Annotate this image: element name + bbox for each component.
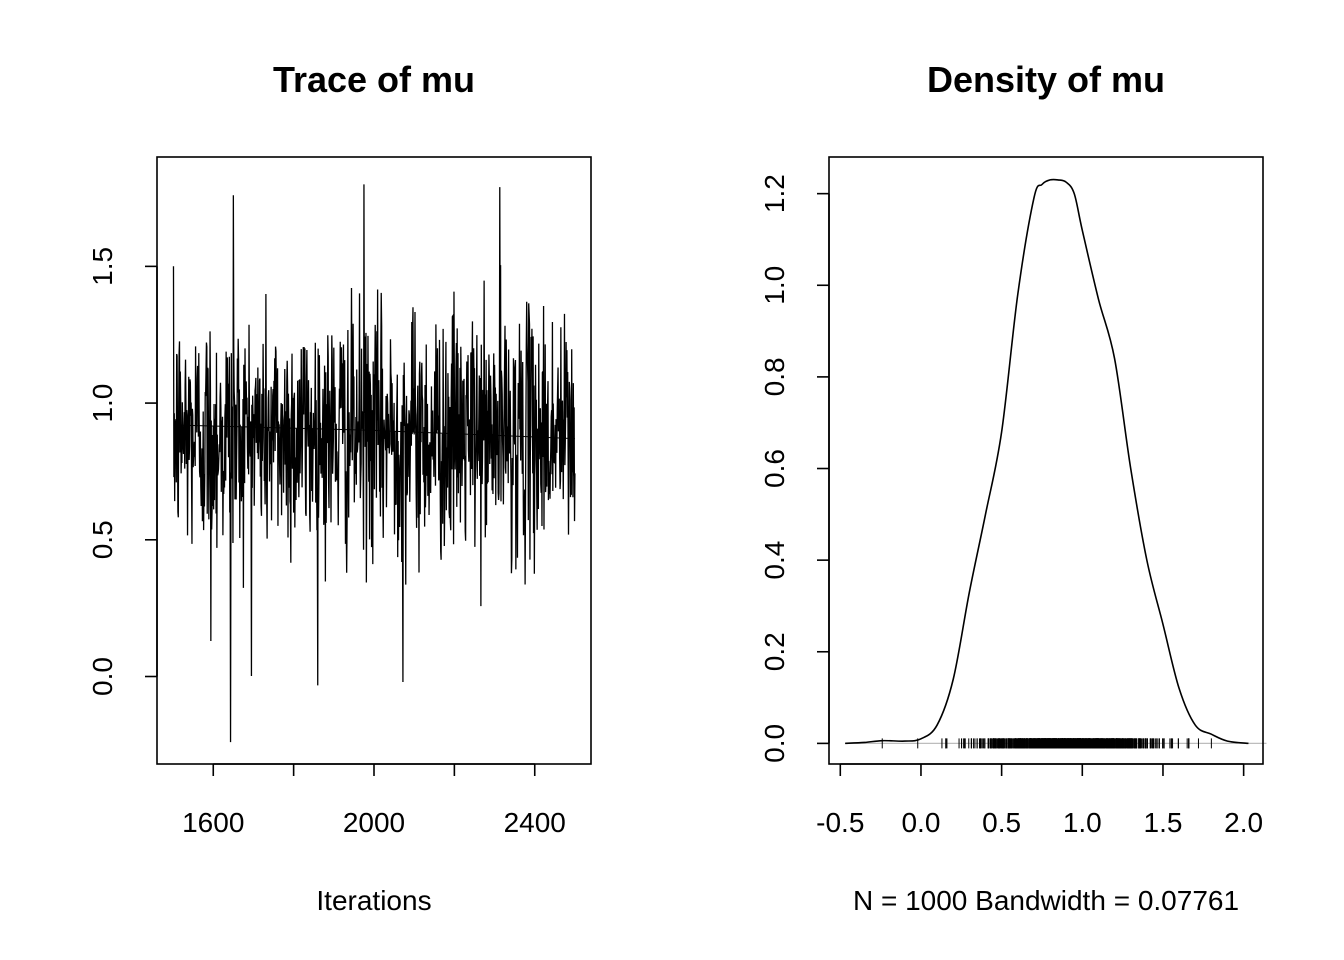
density-plot-panel: Density of mu N = 1000 Bandwidth = 0.077… xyxy=(759,59,1267,916)
density-curve xyxy=(845,178,1249,745)
trace-plot-x-axis-label: Iterations xyxy=(316,885,431,916)
trace-y-tick-label: 0.0 xyxy=(87,657,118,696)
density-plot-axes: -0.5 0.0 0.5 1.0 1.5 2.0 0.0 0.2 0.4 0.6 0.8 1.0 1.2 xyxy=(759,174,1263,838)
density-x-tick-label: 0.5 xyxy=(982,807,1021,838)
trace-x-tick-label: 1600 xyxy=(182,807,244,838)
density-plot-frame xyxy=(828,156,1264,765)
trace-y-tick-label: 1.5 xyxy=(87,247,118,286)
density-plot-marks xyxy=(845,178,1267,749)
trace-plot-axes: 1600 2000 2400 0.0 0.5 1.0 1.5 xyxy=(87,247,566,838)
density-y-tick-label: 0.4 xyxy=(759,541,790,580)
density-y-tick-label: 1.2 xyxy=(759,174,790,213)
trace-plot-marks xyxy=(172,184,576,743)
density-y-tick-label: 1.0 xyxy=(759,266,790,305)
trace-series-line xyxy=(172,184,576,743)
density-plot-x-axis-label: N = 1000 Bandwidth = 0.07761 xyxy=(853,885,1239,916)
trace-x-tick-label: 2000 xyxy=(343,807,405,838)
trace-plot-panel: Trace of mu Iterations 1600 2000 2400 0.0 0.… xyxy=(87,59,592,916)
density-x-tick-label: 1.5 xyxy=(1144,807,1183,838)
trace-y-tick-label: 0.5 xyxy=(87,520,118,559)
density-y-tick-label: 0.0 xyxy=(759,724,790,763)
trace-smooth-line xyxy=(173,424,575,440)
density-y-tick-label: 0.2 xyxy=(759,632,790,671)
density-x-tick-label: 2.0 xyxy=(1224,807,1263,838)
density-y-tick-label: 0.8 xyxy=(759,357,790,396)
density-plot-title: Density of mu xyxy=(927,59,1165,100)
density-x-tick-label: -0.5 xyxy=(816,807,864,838)
density-rug xyxy=(881,738,1212,749)
trace-x-tick-label: 2400 xyxy=(504,807,566,838)
trace-y-tick-label: 1.0 xyxy=(87,384,118,423)
trace-plot-title: Trace of mu xyxy=(273,59,475,100)
density-y-tick-label: 0.6 xyxy=(759,449,790,488)
density-x-tick-label: 1.0 xyxy=(1063,807,1102,838)
trace-plot-frame xyxy=(156,156,592,765)
density-x-tick-label: 0.0 xyxy=(901,807,940,838)
